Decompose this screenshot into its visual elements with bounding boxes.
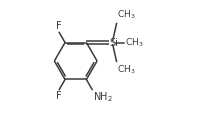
Text: NH$_2$: NH$_2$ — [93, 90, 113, 104]
Text: F: F — [56, 21, 62, 31]
Text: CH$_3$: CH$_3$ — [117, 64, 135, 76]
Text: CH$_3$: CH$_3$ — [117, 9, 135, 21]
Text: Si: Si — [110, 37, 118, 47]
Text: CH$_3$: CH$_3$ — [125, 36, 143, 49]
Text: F: F — [56, 91, 62, 101]
